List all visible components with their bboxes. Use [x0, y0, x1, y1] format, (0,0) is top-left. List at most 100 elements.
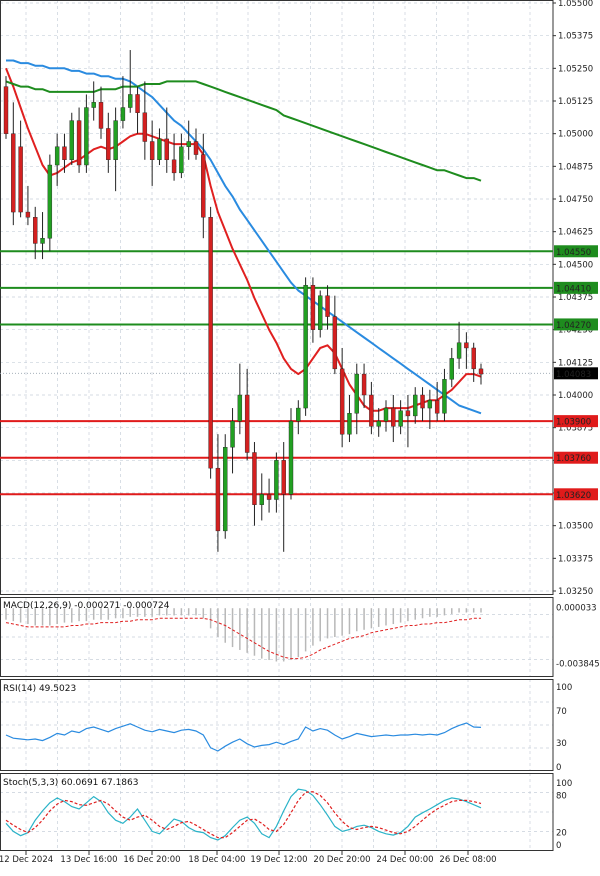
y-tick-label: 1.04625: [558, 228, 593, 238]
level-label: 1.04270: [556, 321, 591, 331]
y-tick-label: 1.05250: [558, 64, 593, 74]
candle-body: [332, 316, 338, 370]
candle-body: [237, 394, 243, 422]
level-label: 1.03760: [556, 454, 591, 464]
rsi-y-label: 100: [556, 683, 572, 693]
level-label-box: [554, 488, 598, 501]
current-price-label: 1.04083: [556, 370, 591, 380]
candle-body: [361, 373, 367, 396]
y-tick-label: 1.04250: [558, 326, 593, 336]
moving-average-line: [5, 67, 482, 412]
level-label: 1.04550: [556, 248, 591, 258]
x-tick-label: 18 Dec 04:00: [188, 855, 245, 865]
candle-body: [62, 146, 67, 161]
level-label: 1.03620: [556, 491, 591, 501]
candle-body: [471, 347, 476, 370]
candle-body: [91, 102, 96, 108]
x-tick-label: 26 Dec 08:00: [439, 855, 496, 865]
stoch-y-label: 20: [556, 829, 567, 839]
candle-body: [303, 285, 308, 409]
y-tick-label: 1.04375: [558, 293, 593, 303]
x-tick-label: 24 Dec 00:00: [376, 855, 433, 865]
level-label-box: [554, 451, 598, 464]
moving-average-line: [5, 80, 482, 182]
candle-body: [274, 460, 279, 500]
current-price-box: [554, 367, 598, 380]
y-tick-label: 1.04000: [558, 391, 593, 401]
candle-body: [230, 420, 235, 448]
y-tick-label: 1.05375: [558, 32, 593, 42]
candle-body: [128, 94, 133, 108]
x-tick-label: 19 Dec 12:00: [250, 855, 307, 865]
stoch-main-line: [5, 788, 482, 841]
candle-body: [434, 400, 440, 414]
level-label-box: [554, 245, 598, 258]
candle-body: [383, 407, 389, 422]
candle-body: [54, 146, 60, 166]
candle-body: [318, 295, 323, 330]
level-label: 1.03900: [556, 418, 591, 428]
level-label-box: [554, 281, 598, 294]
panel-frame: [0, 773, 554, 851]
candle-body: [193, 141, 199, 155]
y-tick-label: 1.03500: [558, 522, 593, 532]
moving-average-line: [6, 59, 482, 415]
macd-y-label: 0.000033: [556, 604, 597, 614]
candle-body: [40, 237, 45, 244]
candle-body: [157, 138, 162, 160]
candle-body: [120, 107, 126, 121]
candle-body: [3, 86, 9, 134]
candle-body: [215, 467, 221, 532]
y-tick-label: 1.05000: [558, 130, 593, 140]
candle-body: [405, 410, 411, 417]
candle-body: [449, 358, 454, 380]
candle-body: [442, 379, 447, 414]
candle-body: [164, 138, 169, 160]
candle-body: [201, 154, 206, 218]
macd-y-label: -0.003845: [556, 660, 600, 670]
x-tick-label: 13 Dec 16:00: [60, 855, 117, 865]
x-tick-label: 16 Dec 20:00: [123, 855, 180, 865]
candle-body: [76, 120, 82, 166]
candle-body: [369, 394, 374, 427]
candle-body: [325, 295, 330, 317]
candle-body: [113, 120, 118, 160]
stoch-y-label: 0: [556, 841, 561, 851]
candle-body: [142, 112, 148, 142]
rsi-line: [5, 722, 482, 752]
y-tick-label: 1.04500: [558, 260, 593, 270]
candle-body: [11, 133, 16, 213]
stoch-y-label: 100: [556, 779, 572, 789]
candle-body: [84, 107, 89, 166]
y-tick-label: 1.04750: [558, 195, 593, 205]
y-tick-label: 1.03375: [558, 554, 593, 564]
candle-body: [391, 407, 396, 427]
candle-body: [456, 342, 462, 359]
stoch-signal-line: [5, 791, 482, 839]
macd-title: MACD(12,26,9) -0.000271 -0.000724: [3, 601, 170, 611]
panel-frame: [0, 597, 554, 677]
candle-body: [296, 407, 301, 422]
y-tick-label: 1.04875: [558, 162, 593, 172]
candle-body: [179, 146, 184, 174]
level-label-box: [554, 318, 598, 331]
y-tick-label: 1.05500: [558, 0, 593, 9]
candle-body: [376, 420, 381, 427]
rsi-y-label: 30: [556, 739, 567, 749]
candle-body: [259, 494, 264, 505]
grid-layer: [0, 0, 554, 851]
candle-body: [149, 141, 155, 161]
candle-body: [208, 217, 213, 469]
candle-body: [427, 400, 433, 409]
y-tick-label: 1.03250: [558, 587, 593, 597]
candle-body: [339, 368, 345, 435]
candle-body: [33, 217, 38, 244]
candle-body: [288, 420, 294, 495]
candle-body: [478, 368, 484, 375]
candle-body: [69, 120, 74, 160]
candle-body: [398, 410, 403, 427]
y-tick-label: 1.04125: [558, 358, 593, 368]
